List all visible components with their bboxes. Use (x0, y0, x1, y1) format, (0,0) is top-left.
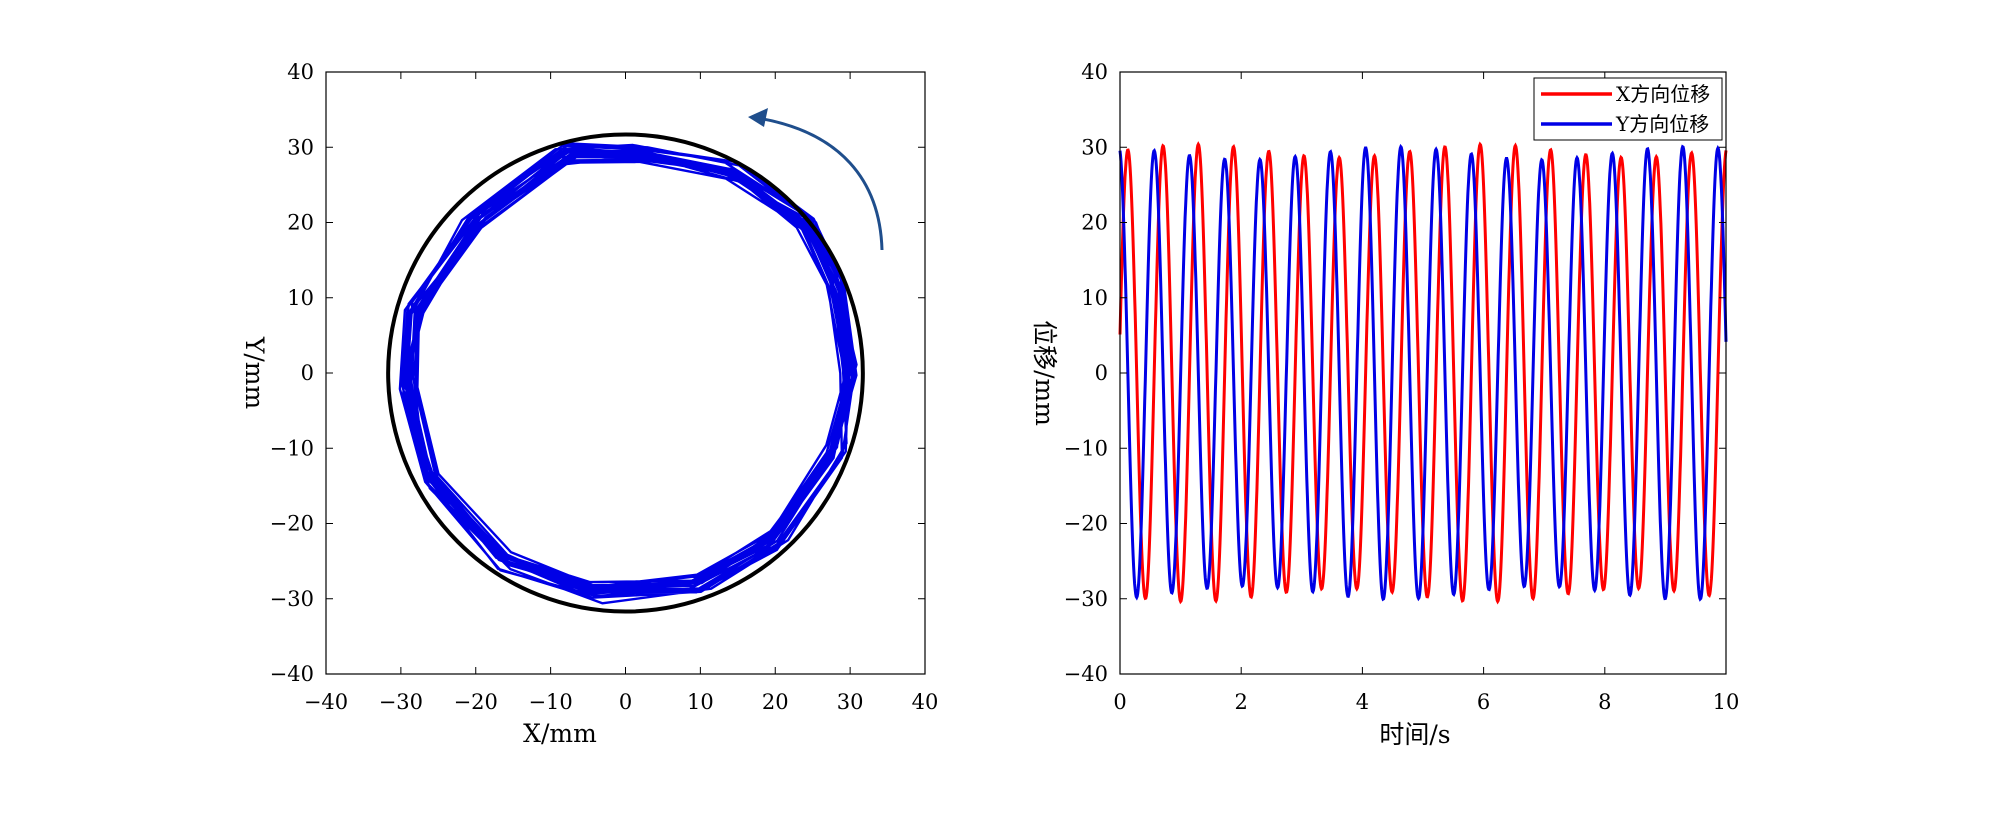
trajectory-x-tick-label: 0 (619, 690, 632, 714)
displacement-plot-area (1118, 141, 1728, 605)
reference-circle (386, 132, 865, 614)
trajectory-ticks: −40 −30 −20 −10 0 10 20 30 40 −40 −30 −20 −10 0 10 20 30… (270, 60, 939, 714)
trajectory-y-tick-label: −30 (270, 587, 314, 611)
legend: X方向位移 Y方向位移 (1533, 77, 1723, 141)
series-y-line (1118, 143, 1728, 602)
trajectory-x-tick-label: −20 (454, 690, 498, 714)
displacement-x-tick-label: 0 (1113, 690, 1126, 714)
trajectory-x-tick-label: −10 (528, 690, 572, 714)
legend-label-y: Y方向位移 (1615, 112, 1709, 136)
trajectory-y-tick-label: 0 (301, 361, 314, 385)
displacement-y-tick-label: −20 (1064, 512, 1108, 536)
trajectory-y-tick-label: 10 (287, 286, 314, 310)
displacement-ticks: 0 2 4 6 8 10 −40 −30 −20 −10 0 10 20 30 40 (1064, 60, 1740, 714)
trajectory-x-tick-label: 10 (687, 690, 714, 714)
trajectory-x-axis-label: X/mm (523, 719, 597, 748)
displacement-y-tick-label: −40 (1064, 662, 1108, 686)
displacement-x-tick-label: 6 (1477, 690, 1490, 714)
displacement-x-axis-label: 时间/s (1379, 720, 1450, 749)
trajectory-y-tick-label: −40 (270, 662, 314, 686)
trajectory-x-tick-label: 40 (912, 690, 939, 714)
trajectory-x-tick-label: 20 (762, 690, 789, 714)
rotation-arrow (757, 116, 884, 251)
displacement-x-tick-label: 10 (1713, 690, 1740, 714)
trajectory-y-tick-label: 20 (287, 211, 314, 235)
trajectory-chart: −40 −30 −20 −10 0 10 20 30 40 −40 −30 −20 −10 0 10 20 30… (240, 60, 938, 748)
legend-label-x: X方向位移 (1616, 82, 1710, 106)
displacement-axes-frame (1119, 71, 1727, 675)
displacement-x-tick-label: 2 (1235, 690, 1248, 714)
trajectory-y-tick-label: 30 (287, 135, 314, 159)
trajectory-y-tick-label: −20 (270, 512, 314, 536)
legend-box (1533, 77, 1723, 141)
trajectory-x-tick-label: 30 (837, 690, 864, 714)
trajectory-x-tick-label: −30 (379, 690, 423, 714)
displacement-x-tick-label: 4 (1356, 690, 1369, 714)
displacement-y-tick-label: −10 (1064, 436, 1108, 460)
displacement-y-tick-label: 40 (1081, 60, 1108, 84)
trajectory-y-axis-label: Y/mm (240, 336, 269, 410)
displacement-y-tick-label: 10 (1081, 286, 1108, 310)
displacement-y-tick-label: −30 (1064, 587, 1108, 611)
displacement-y-tick-label: 30 (1081, 135, 1108, 159)
trajectory-x-tick-label: −40 (304, 690, 348, 714)
rotation-arrow-head (748, 108, 768, 127)
trajectory-y-tick-label: 40 (287, 60, 314, 84)
displacement-y-tick-label: 20 (1081, 211, 1108, 235)
displacement-y-tick-label: 0 (1095, 361, 1108, 385)
displacement-x-tick-label: 8 (1598, 690, 1611, 714)
trajectory-line (398, 142, 858, 605)
trajectory-y-tick-label: −10 (270, 436, 314, 460)
trajectory-plot-area (386, 108, 884, 614)
displacement-y-axis-label: 位移/mm (1030, 320, 1059, 426)
